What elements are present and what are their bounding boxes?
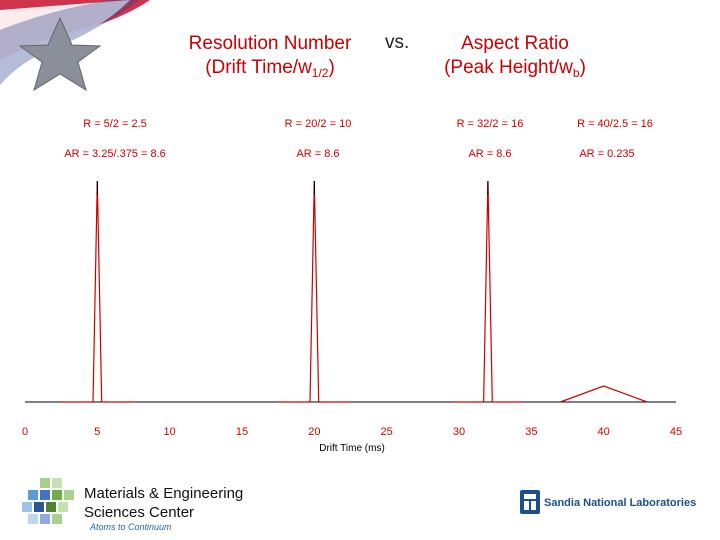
title-left-line2: (Drift Time/w1/2) [205, 57, 335, 80]
peak-series-1 [61, 180, 134, 403]
chart-svg [25, 180, 676, 403]
mesc-name-line2: Sciences Center [84, 504, 195, 521]
peak4-resolution-label: R = 40/2.5 = 16 [577, 118, 653, 130]
title-right-line1: Aspect Ratio [461, 33, 569, 54]
title-left-line1: Resolution Number [188, 33, 352, 54]
sandia-name: Sandia National Laboratories [544, 497, 697, 509]
flag-star-decoration [0, 0, 150, 92]
mesc-name: Materials & Engineering Sciences Center [84, 484, 243, 522]
title-right-line2: (Peak Height/wb) [444, 57, 586, 80]
peak-series-2 [278, 180, 351, 403]
peak3-resolution-label: R = 32/2 = 16 [456, 118, 524, 130]
peak3-aspect-label: AR = 8.6 [468, 148, 512, 160]
title-left: Resolution Number (Drift Time/w1/2) [170, 32, 370, 85]
peak2-resolution-label: R = 20/2 = 10 [284, 118, 352, 130]
peak2-aspect-label: AR = 8.6 [296, 148, 340, 160]
vs-label: vs. [385, 32, 410, 53]
x-axis-label: Drift Time (ms) [319, 443, 385, 454]
star-icon [18, 16, 102, 92]
peak-series-4 [560, 385, 648, 403]
peak4-aspect-label: AR = 0.235 [579, 148, 635, 160]
mesc-tagline: Atoms to Continuum [90, 522, 172, 532]
mesc-name-line1: Materials & Engineering [84, 485, 244, 502]
peak-series-3 [451, 180, 525, 403]
mesc-logo-icon [22, 478, 74, 524]
peak1-resolution-label: R = 5/2 = 2.5 [83, 118, 147, 130]
peak1-aspect-label: AR = 3.25/.375 = 8.6 [64, 148, 166, 160]
sandia-logo-icon [520, 490, 540, 514]
title-right: Aspect Ratio (Peak Height/wb) [420, 32, 610, 85]
